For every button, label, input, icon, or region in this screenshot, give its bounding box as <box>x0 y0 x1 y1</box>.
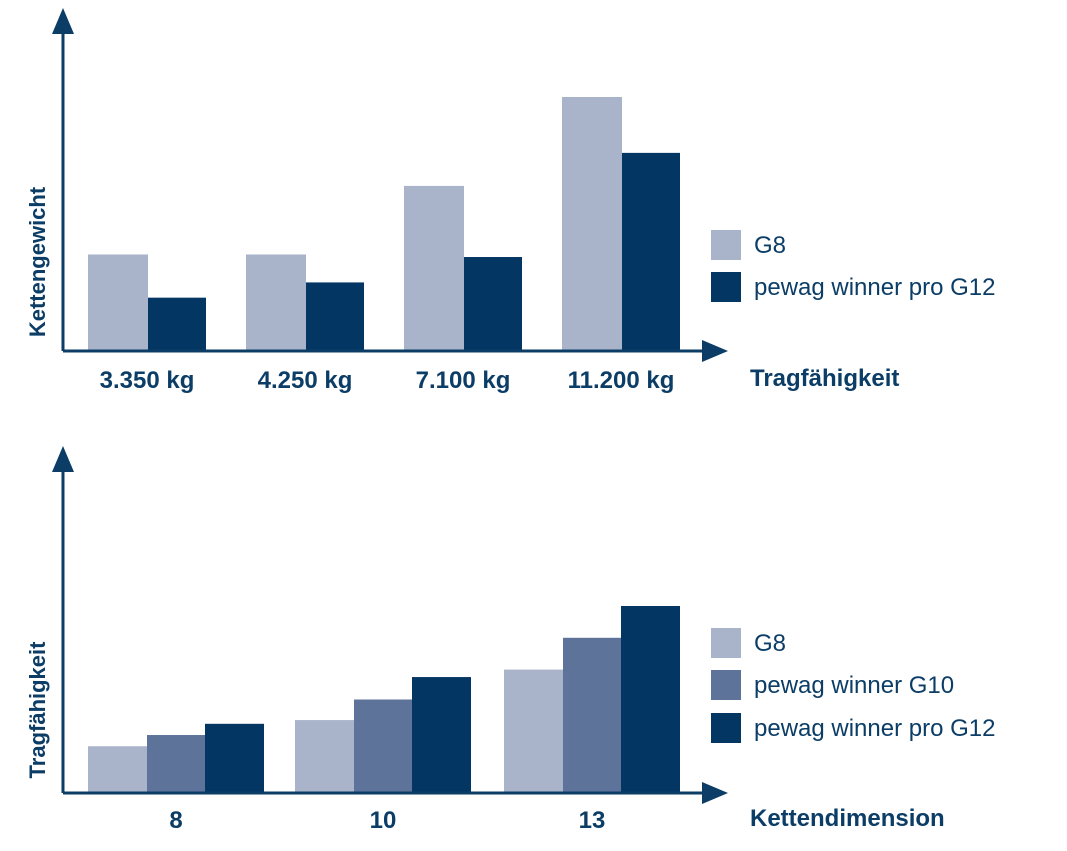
bar-3-1 <box>205 723 264 793</box>
legend-label: G8 <box>754 630 786 657</box>
bar-3-3 <box>621 606 680 793</box>
legend-label: pewag winner pro G12 <box>754 715 995 742</box>
legend-swatch <box>711 272 741 302</box>
bar-2-3 <box>563 637 621 793</box>
chart-2: 8 10 13 Kettendimension Tragfähigkeit G8 pewag… <box>25 446 995 834</box>
bar-1-2 <box>295 720 354 793</box>
x-tick-label: 4.250 kg <box>258 367 353 394</box>
bar-2-2 <box>306 282 364 351</box>
x-axis-arrow <box>702 782 728 804</box>
legend-swatch <box>711 713 741 743</box>
bar-1-1 <box>88 254 148 351</box>
legend-label: pewag winner G10 <box>754 672 954 699</box>
legend-swatch <box>711 628 741 658</box>
bar-2-3 <box>464 257 522 351</box>
x-axis-label: Tragfähigkeit <box>750 365 899 392</box>
chart-1: 3.350 kg 4.250 kg 7.100 kg 11.200 kg Tragfäh… <box>25 8 995 394</box>
legend-label: G8 <box>754 232 786 259</box>
bar-2-1 <box>147 735 205 793</box>
x-tick-label: 8 <box>169 807 182 834</box>
x-tick-label: 7.100 kg <box>416 367 511 394</box>
bar-2-4 <box>622 152 680 351</box>
bar-1-3 <box>504 669 563 793</box>
y-axis-arrow <box>52 446 74 472</box>
legend-swatch <box>711 230 741 260</box>
y-axis-arrow <box>52 8 74 34</box>
x-axis-arrow <box>702 340 728 362</box>
bar-2-1 <box>148 297 206 351</box>
bar-1-4 <box>562 97 622 351</box>
x-tick-label: 10 <box>370 807 397 834</box>
bar-1-2 <box>246 254 306 351</box>
y-axis-label: Tragfähigkeit <box>25 641 50 779</box>
bar-3-2 <box>412 677 471 793</box>
bar-1-3 <box>404 185 464 351</box>
x-tick-label: 13 <box>579 807 606 834</box>
x-tick-label: 3.350 kg <box>100 367 195 394</box>
x-axis-label: Kettendimension <box>750 805 945 832</box>
y-axis-label: Kettengewicht <box>25 186 50 337</box>
legend-swatch <box>711 670 741 700</box>
bar-2-2 <box>354 699 412 793</box>
bar-1-1 <box>88 746 147 793</box>
legend-label: pewag winner pro G12 <box>754 274 995 301</box>
x-tick-label: 11.200 kg <box>568 367 675 394</box>
